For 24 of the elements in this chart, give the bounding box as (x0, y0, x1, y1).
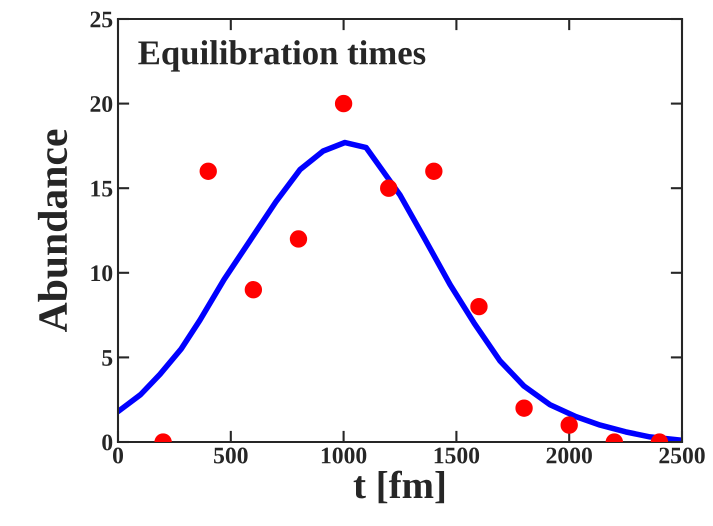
point (380, 180, 398, 197)
y-tick-label: 20 (90, 96, 112, 112)
x-tick-label: 500 (214, 448, 248, 464)
text: Equilibration times (138, 40, 426, 72)
y-tick-label: 10 (91, 265, 112, 282)
y-axis-title: Abundance (38, 130, 68, 332)
y-tick-label: 0 (102, 434, 112, 450)
point (515, 399, 533, 417)
point (334, 94, 352, 112)
point (290, 230, 308, 248)
x-tick-label: 0 (112, 448, 124, 464)
point (560, 416, 578, 434)
y-tick-label: 5 (102, 350, 112, 366)
y-tick-label: 15 (91, 180, 112, 197)
y-tick-label: 25 (90, 12, 112, 28)
x-tick-label: 2000 (546, 448, 592, 464)
point (470, 298, 488, 316)
x-tick-label: 2500 (659, 448, 705, 464)
x-axis-title: t [fm] (354, 470, 444, 504)
x-tick-label: 1500 (434, 448, 480, 464)
point (425, 162, 443, 180)
point (244, 281, 262, 298)
x-tick-label: 1000 (322, 448, 366, 464)
point (200, 162, 217, 180)
